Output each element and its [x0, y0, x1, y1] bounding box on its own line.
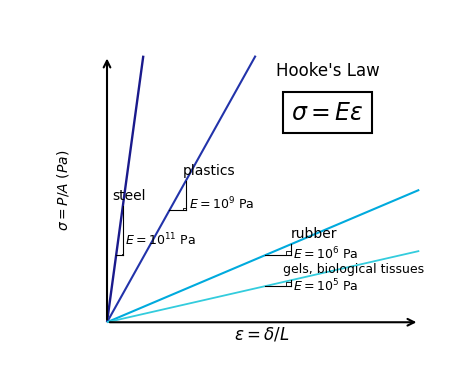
Text: rubber: rubber — [291, 228, 337, 241]
Text: steel: steel — [112, 189, 146, 203]
Text: $\varepsilon = \delta/L$: $\varepsilon = \delta/L$ — [234, 325, 289, 343]
Text: $E=10^{5}$ Pa: $E=10^{5}$ Pa — [293, 277, 358, 294]
Text: $E=10^{11}$ Pa: $E=10^{11}$ Pa — [125, 232, 195, 249]
Text: $\sigma = E\varepsilon$: $\sigma = E\varepsilon$ — [291, 101, 364, 124]
Text: gels, biological tissues: gels, biological tissues — [283, 263, 424, 276]
Text: $E=10^{9}$ Pa: $E=10^{9}$ Pa — [189, 196, 254, 213]
Text: plastics: plastics — [182, 164, 235, 177]
Text: Hooke's Law: Hooke's Law — [275, 61, 379, 80]
Text: $\sigma = P/A\ (Pa)$: $\sigma = P/A\ (Pa)$ — [55, 150, 71, 231]
Text: $E=10^{6}$ Pa: $E=10^{6}$ Pa — [293, 246, 358, 263]
